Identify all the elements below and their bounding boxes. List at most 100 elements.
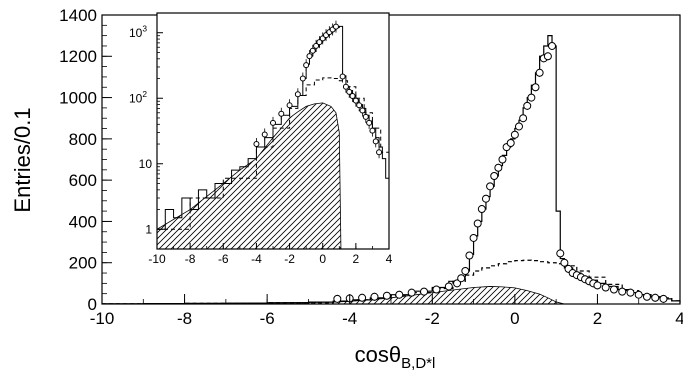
x-axis-label-subscript: B,D*l (401, 355, 435, 372)
inset-data-point (306, 53, 313, 60)
main-data-point (444, 282, 453, 291)
main-data-point (659, 294, 668, 303)
main-data-point (548, 41, 557, 50)
inset-data-point (294, 91, 301, 98)
main-data-point (506, 138, 515, 147)
main-data-point (486, 182, 495, 191)
main-data-point (593, 281, 602, 290)
inset-series-dashed-histogram (157, 77, 390, 230)
main-data-point (609, 285, 618, 294)
inset-y-tick-label-base: 10 (129, 26, 143, 40)
main-x-tick-label: 2 (593, 309, 602, 328)
main-data-point (370, 292, 379, 301)
inset-x-tick-label: 4 (386, 252, 393, 266)
inset-data-point (309, 47, 316, 54)
main-y-tick-label: 1000 (59, 89, 97, 108)
main-data-point (477, 205, 486, 214)
main-data-point (498, 155, 507, 164)
inset-data-point (339, 73, 346, 80)
inset-x-tick-label: -4 (251, 252, 262, 266)
main-y-tick-label: 1200 (59, 47, 97, 66)
main-x-tick-label: 0 (510, 309, 519, 328)
inset-y-tick-label: 1 (145, 222, 152, 236)
main-data-point (333, 294, 342, 303)
main-data-point (420, 287, 429, 296)
inset-y-tick-label-exponent: 2 (142, 89, 147, 99)
main-data-point (543, 52, 552, 61)
inset-data-point (366, 119, 373, 126)
main-y-tick-label: 0 (88, 295, 97, 314)
inset-data-point (270, 119, 276, 126)
main-y-tick-label: 600 (69, 171, 97, 190)
inset-x-tick-label: -10 (148, 252, 166, 266)
main-data-point (510, 130, 519, 139)
inset-y-tick-label-base: 1 (145, 222, 152, 236)
main-series-dashed-histogram (102, 259, 681, 305)
main-data-point (465, 251, 474, 260)
inset-data-point (286, 102, 293, 109)
main-data-point (407, 288, 416, 297)
main-x-tick-label: 4 (675, 309, 683, 328)
inset-data-point (299, 75, 306, 82)
main-data-point (473, 219, 482, 228)
inset-data-point (356, 102, 363, 109)
main-data-point (523, 101, 532, 110)
x-axis-label-base: cosθ (355, 342, 401, 367)
inset-x-tick-label: 2 (353, 252, 360, 266)
inset-data-point (349, 93, 356, 100)
inset-data-point (313, 42, 320, 49)
inset-data-point (376, 149, 383, 156)
inset-y-tick-label: 10 (139, 157, 153, 171)
inset-data-point (303, 62, 310, 69)
main-data-point (395, 290, 404, 299)
inset-y-tick-label-base: 10 (139, 157, 153, 171)
inset-data-point (342, 83, 349, 90)
main-data-point (626, 288, 635, 297)
main-data-point (642, 292, 651, 301)
main-y-tick-label: 200 (69, 254, 97, 273)
main-data-point (481, 194, 490, 203)
inset-x-tick-label: 0 (319, 252, 326, 266)
inset-data-point (332, 23, 339, 30)
inset-data-point (278, 110, 285, 117)
main-data-point (514, 122, 523, 131)
main-data-point (461, 266, 470, 275)
inset-y-tick-label: 103 (129, 24, 147, 40)
main-y-tick-label: 1400 (59, 6, 97, 25)
inset-data-point (352, 97, 359, 104)
main-data-point (527, 93, 536, 102)
inset-data-point (253, 141, 260, 148)
main-data-point (556, 249, 565, 258)
main-x-tick-label: -8 (177, 309, 192, 328)
inset-data-point (346, 88, 353, 95)
main-y-tick-label: 800 (69, 130, 97, 149)
main-data-point (519, 114, 528, 123)
main-data-point (651, 293, 660, 302)
main-data-point (382, 291, 391, 300)
main-data-point (432, 285, 441, 294)
inset-data-point (261, 131, 268, 138)
main-y-tick-label: 400 (69, 212, 97, 231)
x-axis-label: cosθB,D*l (355, 342, 436, 372)
inset-x-tick-label: -6 (218, 252, 229, 266)
inset-x-tick-label: -8 (185, 252, 196, 266)
main-data-point (601, 283, 610, 292)
inset-series-hatched-area (156, 102, 342, 250)
inset-y-tick-label: 102 (129, 89, 147, 105)
main-data-point (494, 163, 503, 172)
main-data-point (618, 287, 627, 296)
main-x-tick-label: -4 (342, 309, 357, 328)
main-series-hatched-area (101, 286, 565, 305)
main-x-tick-label: -6 (260, 309, 275, 328)
main-data-point (358, 293, 367, 302)
inset-data-point (369, 127, 376, 134)
main-data-point (531, 83, 540, 92)
main-data-point (457, 274, 466, 283)
inset-y-tick-label-exponent: 3 (142, 24, 147, 34)
inset-data-point (372, 138, 379, 145)
main-data-point (469, 233, 478, 242)
main-x-tick-label: -10 (90, 309, 115, 328)
